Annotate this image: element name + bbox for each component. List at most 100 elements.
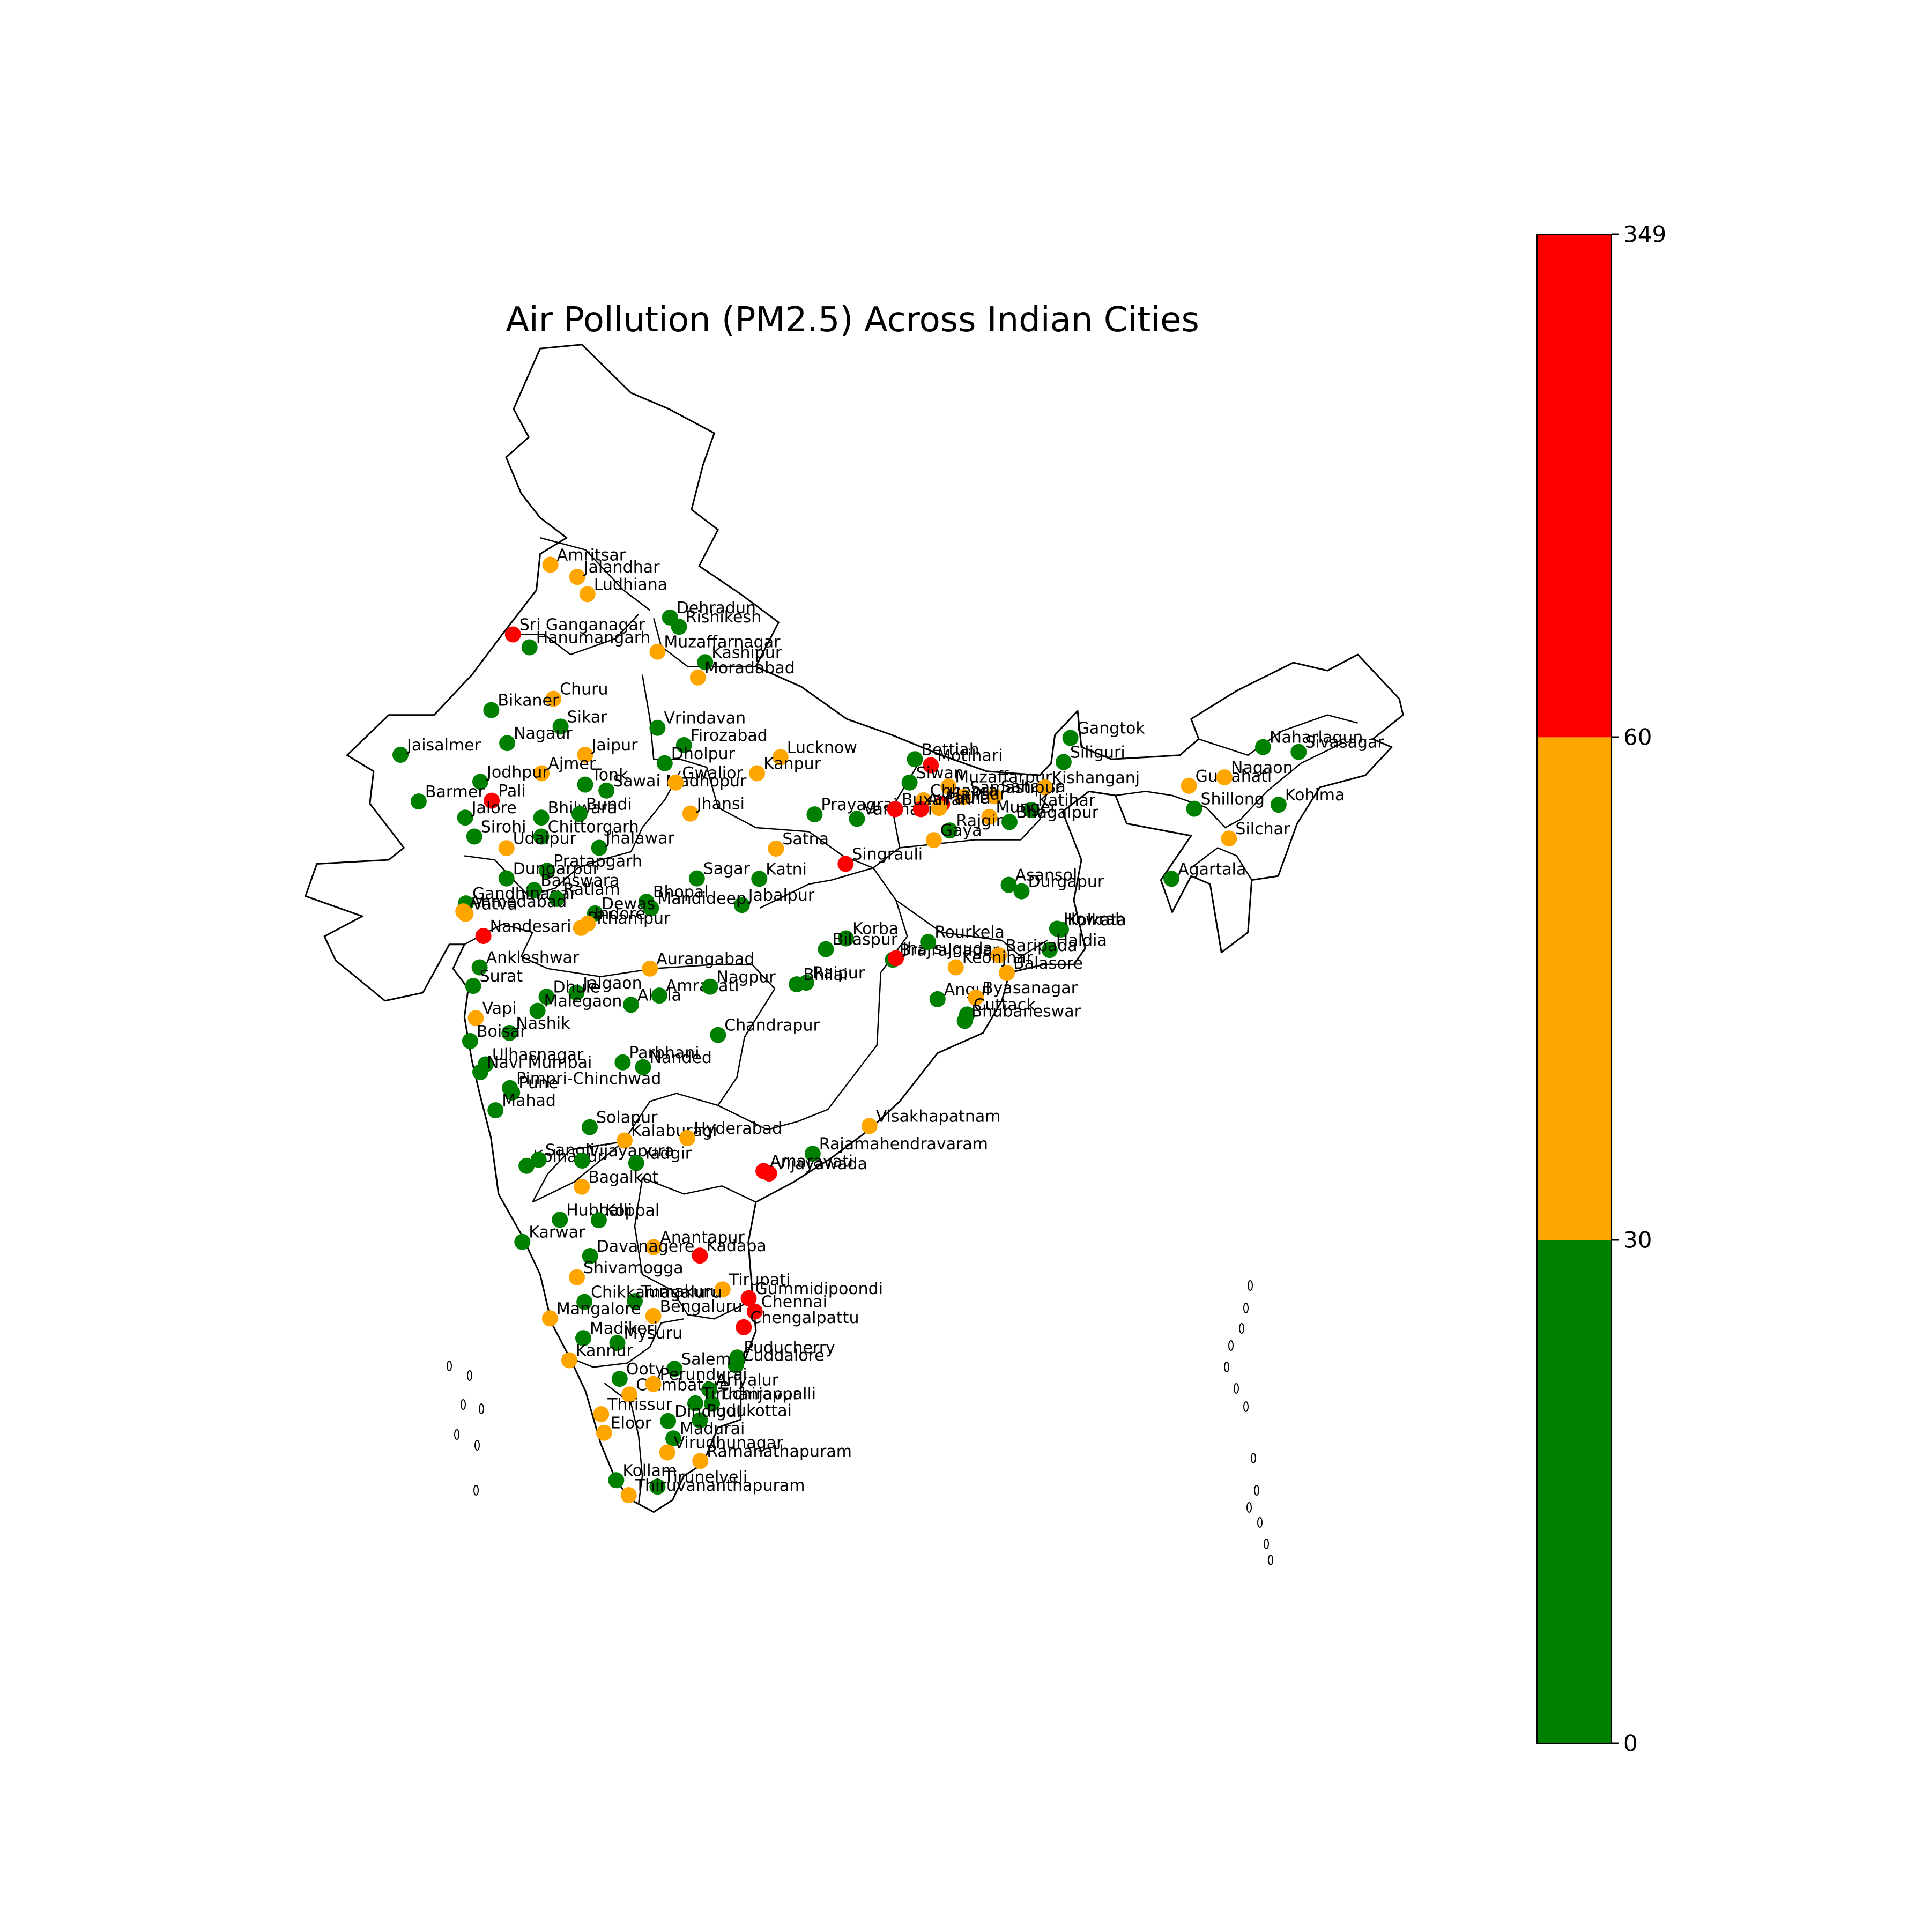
city-marker [659, 1444, 676, 1461]
city-marker [1062, 730, 1079, 746]
city-label: Vrindavan [664, 709, 746, 728]
state-boundary [900, 791, 1048, 849]
city-marker [574, 1153, 590, 1169]
city-label: Balasore [1013, 954, 1083, 973]
city-label: Raipur [813, 964, 865, 983]
city-marker [582, 1119, 598, 1135]
island [474, 1440, 480, 1451]
city-marker [596, 1424, 612, 1441]
city-marker [609, 1335, 626, 1351]
city-label: Guwahati [1196, 767, 1272, 786]
city-label: Jaisalmer [406, 736, 481, 755]
city-label: Ajmer [548, 755, 596, 774]
city-marker [571, 806, 588, 822]
city-label: Thanjavur [718, 1385, 799, 1404]
city-marker [462, 1033, 478, 1049]
city-marker [574, 1178, 590, 1195]
city-marker [569, 1269, 585, 1285]
island [1228, 1340, 1234, 1351]
state-boundary [464, 923, 776, 990]
city-label: Nandesari [490, 917, 571, 936]
city-label: Anantapur [660, 1229, 745, 1247]
city-marker [671, 619, 687, 635]
city-label: Jabalpur [747, 886, 815, 905]
city-marker [467, 1010, 484, 1027]
city-marker [941, 822, 958, 839]
city-label: Boisar [477, 1022, 527, 1041]
city-marker [392, 747, 409, 763]
city-marker [931, 800, 947, 816]
state-boundary [540, 537, 651, 611]
city-label: Davanagere [597, 1237, 695, 1256]
city-label: Vijayawada [776, 1155, 867, 1173]
city-marker [755, 1163, 772, 1179]
city-marker [521, 639, 538, 656]
city-label: Sirohi [481, 818, 526, 837]
city-label: Saharsa [1001, 777, 1066, 796]
city-marker [530, 1151, 547, 1168]
island [1243, 1401, 1249, 1412]
city-label: Madikeri [590, 1319, 658, 1338]
city-label: Churu [560, 680, 608, 699]
city-label: Byasanagar [982, 979, 1078, 998]
city-label: Ratlam [563, 880, 620, 899]
city-label: Ramanathapuram [707, 1442, 852, 1461]
city-marker [687, 1395, 703, 1411]
city-label: Baripada [1005, 937, 1078, 955]
city-marker [1270, 797, 1287, 813]
city-label: Cuddalore [743, 1347, 825, 1365]
colorbar-tick-label: 349 [1623, 221, 1667, 248]
colorbar-band [1537, 737, 1612, 1240]
city-marker [692, 1412, 708, 1429]
city-label: Madurai [680, 1420, 745, 1438]
city-label: Muzaffarpur [955, 768, 1052, 786]
city-label: Tumakuru [641, 1282, 720, 1301]
island [1248, 1280, 1253, 1291]
city-marker [746, 1303, 763, 1320]
city-marker [861, 1118, 878, 1134]
city-marker [999, 965, 1015, 981]
city-label: Nagaur [514, 724, 573, 743]
city-label: Salem [681, 1350, 731, 1369]
city-label: Karwar [529, 1223, 585, 1242]
city-label: Cuttack [974, 995, 1036, 1014]
city-label: Bhilai [803, 965, 848, 984]
city-label: Barmer [425, 783, 485, 801]
city-label: Naharlagun [1270, 729, 1363, 747]
city-marker [701, 1381, 718, 1398]
city-label: Chennai [761, 1293, 827, 1312]
city-marker [590, 1212, 607, 1229]
city-marker [552, 718, 569, 735]
city-marker [498, 840, 515, 857]
city-label: Pali [498, 782, 526, 801]
city-marker [591, 839, 607, 856]
country-outline [305, 344, 1404, 1513]
city-marker [704, 1395, 720, 1412]
city-marker [621, 1386, 638, 1403]
colorbar-ticks: 349 60 30 0 [1612, 0, 1719, 1930]
city-marker [649, 1478, 666, 1495]
city-marker [888, 950, 904, 967]
city-marker [526, 882, 543, 898]
state-boundary [717, 1104, 828, 1131]
city-marker [1255, 739, 1271, 755]
city-label: Dungarpur [513, 860, 600, 879]
city-label: Arrah [927, 790, 971, 809]
city-label: Tonk [591, 766, 629, 785]
city-marker [645, 1239, 662, 1255]
city-marker [666, 1361, 683, 1377]
state-boundary [514, 614, 640, 656]
city-label: Bagalkot [588, 1168, 658, 1187]
colorbar-tick-mark [1612, 1742, 1619, 1744]
city-marker [548, 890, 565, 907]
city-label: Dehradun [677, 599, 756, 618]
city-marker [838, 930, 854, 947]
city-label: Kadapa [706, 1237, 766, 1255]
city-label: Pune [518, 1074, 558, 1093]
island [447, 1361, 452, 1371]
city-label: Bhopal [653, 883, 709, 902]
city-marker [806, 806, 823, 823]
city-marker [1290, 744, 1307, 760]
city-label: Bengaluru [660, 1297, 743, 1316]
city-marker [837, 856, 854, 872]
